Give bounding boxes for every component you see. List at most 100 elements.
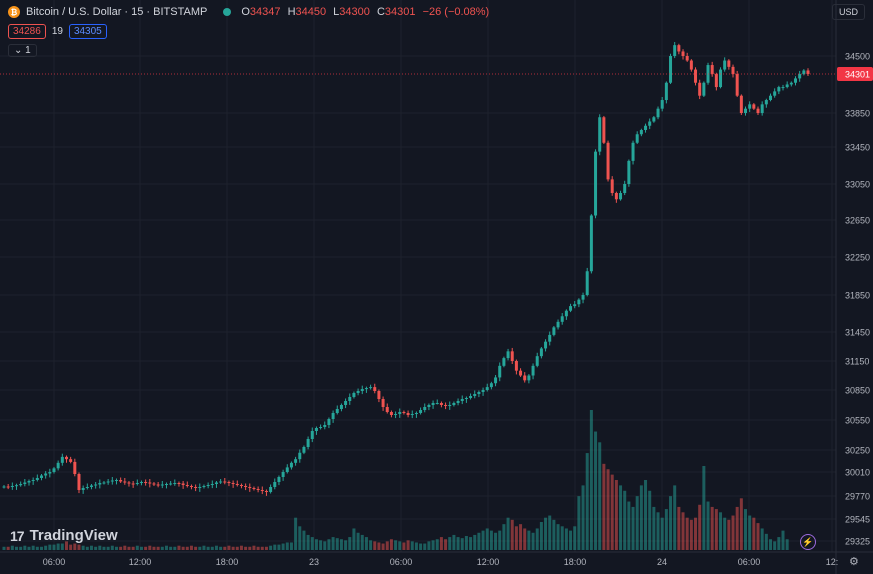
candle-body xyxy=(373,387,377,391)
candle-body xyxy=(289,462,293,468)
candle-body xyxy=(631,142,635,161)
candle-body xyxy=(110,480,114,482)
candle-body xyxy=(673,45,677,56)
volume-bar xyxy=(344,540,348,550)
volume-bar xyxy=(69,544,73,550)
volume-bar xyxy=(756,523,760,550)
candle-body xyxy=(794,78,798,83)
volume-bar xyxy=(94,546,98,550)
candle-body xyxy=(406,413,410,415)
candle-body xyxy=(644,125,648,130)
volume-bars xyxy=(2,410,789,550)
candle-body xyxy=(477,392,481,394)
candle-body xyxy=(206,485,210,486)
volume-bar xyxy=(264,546,268,550)
volume-bar xyxy=(127,546,131,550)
candle-body xyxy=(210,484,214,485)
candle-body xyxy=(148,482,152,484)
currency-selector[interactable]: USD xyxy=(831,4,865,20)
volume-bar xyxy=(448,537,452,550)
ohlc-values: O34347 H34450 L34300 C34301 −26 (−0.08%) xyxy=(241,6,493,18)
volume-bar xyxy=(773,541,777,550)
candle-body xyxy=(627,160,631,184)
bolt-icon[interactable]: ⚡ xyxy=(800,534,816,550)
candle-body xyxy=(123,481,127,483)
candle-body xyxy=(531,365,535,376)
tradingview-logo[interactable]: 17 TradingView xyxy=(10,527,118,544)
volume-bar xyxy=(373,541,377,550)
volume-bar xyxy=(777,537,781,550)
gear-icon[interactable]: ⚙ xyxy=(849,556,859,568)
volume-bar xyxy=(569,530,573,550)
candle-body xyxy=(731,66,735,75)
y-tick-label: 33050 xyxy=(845,180,870,190)
volume-bar xyxy=(131,546,135,550)
candle-body xyxy=(77,474,81,490)
candle-body xyxy=(719,69,723,88)
x-tick-label: 18:00 xyxy=(564,557,587,567)
candle-body xyxy=(127,482,131,484)
volume-bar xyxy=(502,524,506,550)
spread-value: 19 xyxy=(51,26,63,37)
candle-body xyxy=(785,84,789,88)
candle-body xyxy=(227,482,231,483)
volume-bar xyxy=(477,532,481,550)
candle-body xyxy=(164,484,168,485)
indicators-toggle[interactable]: ⌄ 1 xyxy=(8,44,37,57)
volume-bar xyxy=(402,542,406,550)
candle-body xyxy=(331,413,335,419)
volume-bar xyxy=(581,485,585,550)
candle-body xyxy=(114,480,118,481)
chevron-down-icon: ⌄ xyxy=(14,45,23,56)
y-tick-label: 30850 xyxy=(845,386,870,396)
volume-bar xyxy=(602,463,606,550)
time-axis: 06:00 12:00 18:00 23 06:00 12:00 18:00 24 06:00 1… xyxy=(0,551,873,567)
candle-body xyxy=(202,486,206,487)
symbol-header: ₿ Bitcoin / U.S. Dollar · 15 · BITSTAMP … xyxy=(8,4,493,20)
candle-body xyxy=(710,65,714,75)
candle-body xyxy=(194,487,198,488)
volume-bar xyxy=(285,542,289,550)
candle-body xyxy=(544,341,548,349)
buy-button[interactable]: 34305 xyxy=(68,24,107,39)
volume-bar xyxy=(710,506,714,550)
ohlc-high-label: H xyxy=(287,6,296,18)
volume-bar xyxy=(389,539,393,550)
candle-body xyxy=(614,193,618,200)
candle-body xyxy=(598,117,602,152)
volume-bar xyxy=(535,528,539,550)
symbol-title[interactable]: Bitcoin / U.S. Dollar · 15 · BITSTAMP xyxy=(26,6,208,18)
volume-bar xyxy=(560,526,564,550)
candle-body xyxy=(523,375,527,381)
candle-body xyxy=(606,142,610,180)
volume-bar xyxy=(206,546,210,550)
volume-bar xyxy=(785,539,789,550)
volume-bar xyxy=(214,545,218,550)
candle-body xyxy=(664,82,668,101)
volume-bar xyxy=(635,496,639,550)
candle-body xyxy=(319,427,323,428)
candle-body xyxy=(156,484,160,486)
candle-body xyxy=(460,399,464,401)
x-tick-label: 12: xyxy=(826,557,839,567)
volume-bar xyxy=(610,474,614,550)
x-tick-label: 06:00 xyxy=(43,557,66,567)
volume-bar xyxy=(656,512,660,550)
candle-body xyxy=(427,405,431,407)
candle-body xyxy=(256,489,260,490)
candle-body xyxy=(569,306,573,311)
volume-bar xyxy=(598,442,602,550)
candle-body xyxy=(360,389,364,391)
volume-bar xyxy=(394,540,398,550)
sell-button[interactable]: 34286 xyxy=(8,24,46,39)
volume-bar xyxy=(685,517,689,550)
volume-bar xyxy=(160,546,164,550)
volume-bar xyxy=(360,534,364,550)
volume-bar xyxy=(456,537,460,550)
volume-bar xyxy=(594,431,598,550)
candle-body xyxy=(560,316,564,322)
y-tick-label: 30010 xyxy=(845,468,870,478)
volume-bar xyxy=(727,519,731,550)
candle-body xyxy=(314,428,318,431)
